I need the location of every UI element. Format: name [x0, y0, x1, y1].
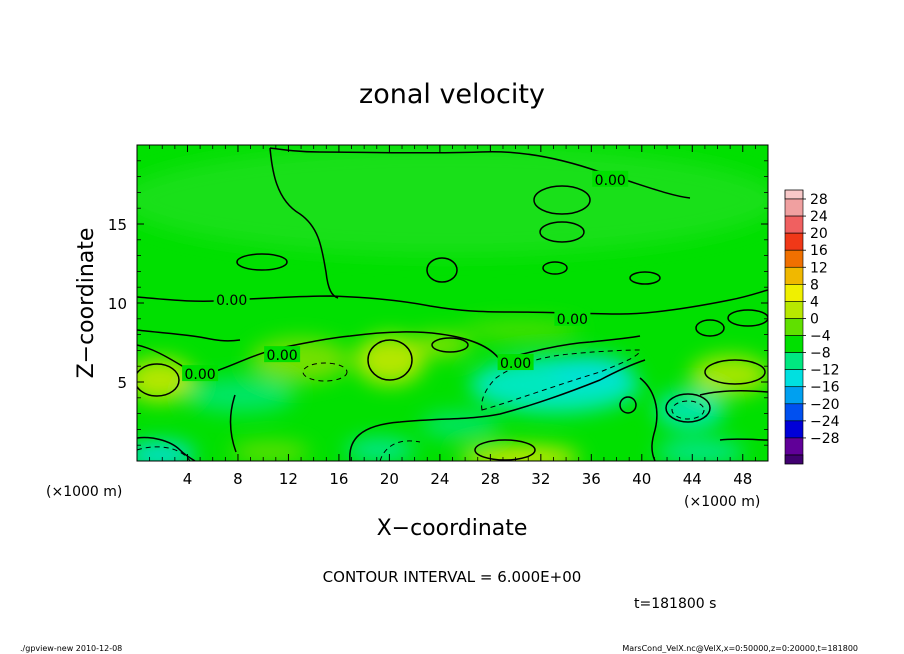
colorbar-tick-label: 16 — [810, 243, 828, 259]
y-tick-label: 10 — [108, 295, 127, 313]
colorbar-tick-label: −4 — [810, 329, 831, 345]
x-tick-label: 12 — [279, 470, 298, 488]
x-tick-label: 8 — [233, 470, 243, 488]
contour-label-group: 0.00 0.00 0.00 0.00 0.00 0.00 — [182, 170, 629, 383]
colorbar-tick-label: −8 — [810, 346, 831, 362]
contour-interval-text: CONTOUR INTERVAL = 6.000E+00 — [323, 568, 582, 586]
colorbar-tick-label: −16 — [810, 380, 840, 396]
colorbar-extend-top — [784, 189, 804, 200]
colorbar-segment — [784, 232, 804, 251]
contour-label: 0.00 — [267, 348, 298, 364]
colorbar-tick-label: 24 — [810, 209, 828, 225]
colorbar-segment — [784, 352, 804, 370]
colorbar-segment — [784, 335, 804, 353]
colorbar-tick-label: −20 — [810, 397, 840, 413]
footer-left: ./gpview-new 2010-12-08 — [20, 644, 122, 653]
contour-lower-1 — [229, 359, 646, 461]
x-tick-label: 32 — [531, 470, 550, 488]
colorbar-tick-label: −24 — [810, 414, 840, 430]
contour-label-bg — [497, 354, 534, 371]
y-tick-label: 5 — [117, 374, 127, 392]
x-tick-label: 44 — [683, 470, 702, 488]
chart-title: zonal velocity — [359, 79, 545, 110]
colorbar-extend-bottom — [784, 454, 804, 465]
colorbar-tick-label: 8 — [810, 277, 819, 293]
contour-label: 0.00 — [216, 293, 247, 309]
contour-label: 0.00 — [557, 312, 588, 328]
contour-label: 0.00 — [185, 367, 216, 383]
colorbar-segment — [784, 318, 804, 336]
colorbar-segment — [784, 437, 804, 456]
x-axis-label: X−coordinate — [377, 516, 528, 541]
contour-label-bg — [554, 309, 591, 326]
x-axis: 4 8 12 16 20 24 28 32 36 40 44 48 — [149, 145, 756, 488]
colorbar-segment — [784, 284, 804, 302]
y-axis-label: Z−coordinate — [74, 228, 99, 379]
contour-label-bg — [182, 365, 219, 382]
colorbar-tick-label: 12 — [810, 260, 828, 276]
x-tick-label: 48 — [733, 470, 752, 488]
colorbar-segment — [784, 266, 804, 285]
colorbar-segment — [784, 386, 804, 405]
x-tick-label: 28 — [481, 470, 500, 488]
colorbar-tick-label: 20 — [810, 226, 828, 242]
x-axis-unit: (×1000 m) — [684, 494, 760, 510]
x-tick-label: 4 — [183, 470, 193, 488]
contour-zero-left — [137, 329, 241, 342]
colorbar-tick-label: 0 — [810, 311, 819, 327]
colorbar-segment — [784, 420, 804, 439]
x-tick-label: 24 — [430, 470, 449, 488]
contour-lower-2 — [639, 377, 768, 461]
y-axis-unit: (×1000 m) — [46, 484, 122, 500]
heatmap-field: 0.00 0.00 0.00 0.00 0.00 0.00 — [137, 145, 768, 461]
footer-right: MarsCond_VelX.nc@VelX,x=0:50000,z=0:2000… — [622, 644, 858, 653]
x-tick-label: 20 — [380, 470, 399, 488]
contour-label-bg — [592, 170, 629, 187]
colorbar-segment — [784, 369, 804, 388]
colorbar-tick-label: 28 — [810, 192, 828, 208]
colorbar-tick-label: 4 — [810, 294, 819, 310]
time-stamp: t=181800 s — [634, 596, 716, 612]
colorbar-segment — [784, 215, 804, 234]
contour-label-bg — [213, 290, 250, 307]
x-tick-label: 16 — [329, 470, 348, 488]
colorbar-segment — [784, 198, 804, 217]
negative-contours — [137, 349, 705, 461]
colorbar-segment — [784, 249, 804, 268]
colorbar-segment — [784, 301, 804, 319]
colorbar-segment — [784, 403, 804, 422]
y-tick-label: 15 — [108, 216, 127, 234]
y-axis: 5 10 15 — [108, 160, 768, 446]
contour-label: 0.00 — [500, 356, 531, 372]
x-tick-label: 40 — [632, 470, 651, 488]
contour-label-bg — [264, 346, 301, 363]
contour-label: 0.00 — [595, 173, 626, 189]
x-tick-label: 36 — [582, 470, 601, 488]
colorbar-tick-label: −12 — [810, 363, 840, 379]
colorbar-tick-label: −28 — [810, 431, 840, 447]
